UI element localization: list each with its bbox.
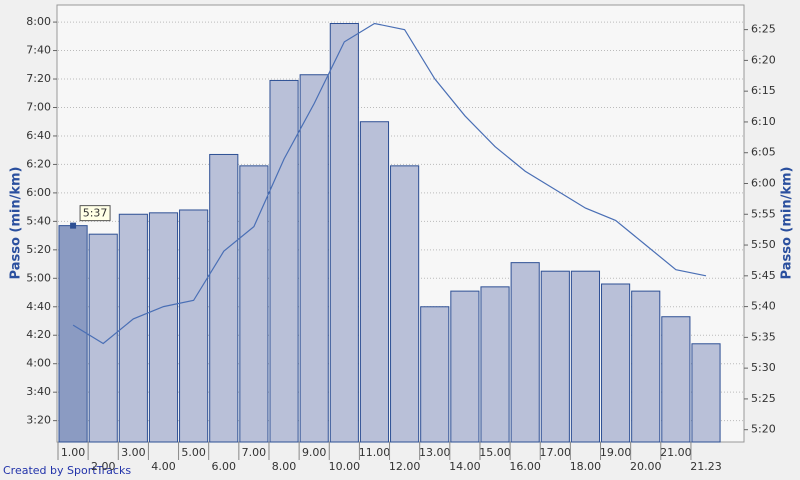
x-tick-label: 13.00 bbox=[419, 446, 451, 459]
y-axis-title: Passo (min/km) bbox=[9, 167, 24, 280]
x-tick-label: 1.00 bbox=[61, 446, 86, 459]
y-tick-label: 4:20 bbox=[26, 328, 51, 341]
y-tick-label: 8:00 bbox=[26, 15, 51, 28]
y-tick-label: 7:40 bbox=[26, 44, 51, 57]
tooltip: 5:37 bbox=[83, 207, 108, 220]
x-tick-label: 11.00 bbox=[359, 446, 391, 459]
bar bbox=[510, 262, 540, 443]
bar bbox=[450, 290, 480, 443]
y-tick-label: 5:20 bbox=[26, 243, 51, 256]
y-tick-label: 6:20 bbox=[26, 157, 51, 170]
x-tick-label: 12.00 bbox=[389, 460, 421, 473]
x-tick-label: 16.00 bbox=[509, 460, 541, 473]
bar bbox=[480, 286, 510, 443]
y-tick-label: 5:00 bbox=[26, 271, 51, 284]
bar bbox=[661, 316, 691, 443]
bar bbox=[420, 306, 450, 443]
x-tick-label: 5.00 bbox=[181, 446, 206, 459]
y2-tick-label: 5:20 bbox=[751, 423, 776, 436]
x-tick-label: 17.00 bbox=[540, 446, 572, 459]
y-tick-label: 3:20 bbox=[26, 414, 51, 427]
marker bbox=[70, 222, 77, 229]
x-tick-label: 7.00 bbox=[242, 446, 267, 459]
x-tick-label: 18.00 bbox=[570, 460, 602, 473]
bar bbox=[209, 153, 239, 443]
x-tick-label: 15.00 bbox=[479, 446, 511, 459]
x-tick-label: 9.00 bbox=[302, 446, 327, 459]
y2-tick-label: 5:40 bbox=[751, 300, 776, 313]
bar bbox=[58, 225, 88, 443]
x-tick-label: 10.00 bbox=[329, 460, 361, 473]
x-tick-label: 21.00 bbox=[660, 446, 692, 459]
x-tick-label: 21.23 bbox=[690, 460, 722, 473]
y2-axis-title: Passo (min/km) bbox=[780, 167, 795, 280]
bar bbox=[148, 212, 179, 443]
x-tick-label: 19.00 bbox=[600, 446, 632, 459]
y2-tick-label: 6:00 bbox=[751, 176, 776, 189]
y2-tick-label: 6:15 bbox=[751, 84, 776, 97]
bar bbox=[631, 290, 661, 443]
bar bbox=[359, 121, 390, 443]
x-tick-label: 14.00 bbox=[449, 460, 481, 473]
bar bbox=[299, 74, 329, 443]
y-tick-label: 4:40 bbox=[26, 300, 51, 313]
bar bbox=[329, 23, 359, 443]
bar bbox=[239, 165, 269, 443]
tooltip-box bbox=[79, 205, 111, 222]
line bbox=[72, 22, 707, 345]
y2-tick-label: 6:25 bbox=[751, 23, 776, 36]
y-tick-label: 7:20 bbox=[26, 72, 51, 85]
bar bbox=[540, 270, 570, 443]
y-tick-label: 4:00 bbox=[26, 357, 51, 370]
bar bbox=[601, 283, 631, 443]
x-tick-label: 2.00 bbox=[91, 460, 116, 473]
x-tick-label: 8.00 bbox=[272, 460, 297, 473]
y2-tick-label: 6:05 bbox=[751, 146, 776, 159]
credit: Created by SportTracks bbox=[3, 464, 131, 477]
bar bbox=[691, 343, 721, 443]
y2-tick-label: 6:20 bbox=[751, 53, 776, 66]
bar bbox=[570, 270, 601, 443]
y2-tick-label: 5:30 bbox=[751, 361, 776, 374]
y2-tick-label: 6:10 bbox=[751, 115, 776, 128]
y2-tick-label: 5:55 bbox=[751, 207, 776, 220]
x-tick-label: 6.00 bbox=[212, 460, 237, 473]
x-tick-label: 4.00 bbox=[151, 460, 176, 473]
y2-tick-label: 5:45 bbox=[751, 269, 776, 282]
y-tick-label: 5:40 bbox=[26, 214, 51, 227]
bar bbox=[118, 213, 148, 443]
y-tick-label: 6:40 bbox=[26, 129, 51, 142]
x-tick-label: 20.00 bbox=[630, 460, 662, 473]
y2-tick-label: 5:50 bbox=[751, 238, 776, 251]
y2-tick-label: 5:35 bbox=[751, 330, 776, 343]
bar bbox=[269, 79, 299, 443]
y2-tick-label: 5:25 bbox=[751, 392, 776, 405]
y-tick-label: 3:40 bbox=[26, 385, 51, 398]
bar bbox=[179, 209, 209, 443]
y-tick-label: 6:00 bbox=[26, 186, 51, 199]
y-tick-label: 7:00 bbox=[26, 100, 51, 113]
bar bbox=[390, 165, 420, 443]
x-tick-label: 3.00 bbox=[121, 446, 146, 459]
